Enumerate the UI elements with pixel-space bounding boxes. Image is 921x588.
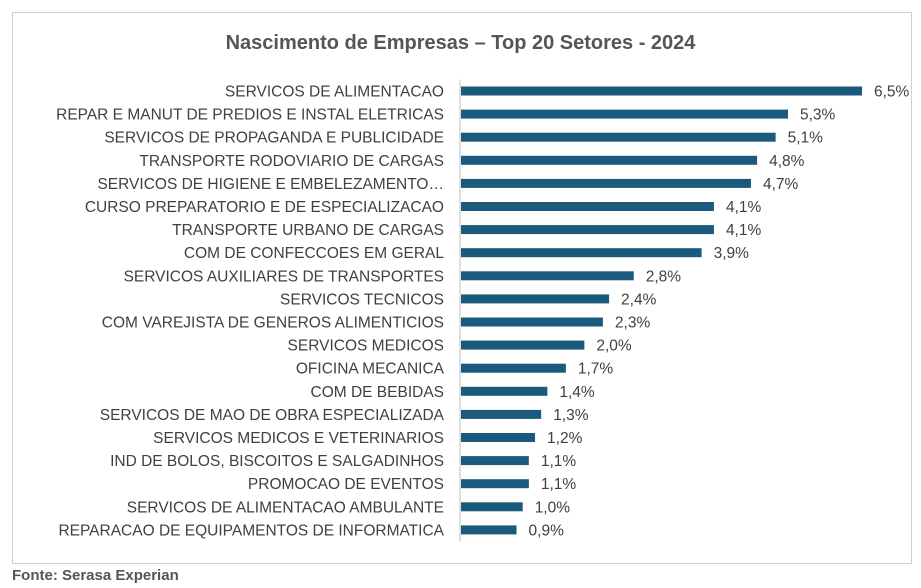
category-label: SERVICOS AUXILIARES DE TRANSPORTES (124, 268, 444, 285)
value-label: 1,3% (553, 407, 589, 424)
value-label: 5,3% (800, 107, 836, 124)
category-label: SERVICOS DE ALIMENTACAO (225, 84, 444, 101)
category-label: SERVICOS DE ALIMENTACAO AMBULANTE (127, 499, 444, 516)
value-label: 1,4% (559, 384, 595, 401)
value-label: 4,7% (763, 176, 799, 193)
source-note: Fonte: Serasa Experian (12, 567, 179, 584)
bar (461, 502, 523, 512)
category-label: SERVICOS TECNICOS (280, 291, 444, 308)
category-label: REPAR E MANUT DE PREDIOS E INSTAL ELETRI… (56, 107, 444, 124)
bar (461, 155, 758, 165)
bar (461, 109, 788, 119)
bar (461, 317, 603, 327)
category-label: COM DE CONFECCOES EM GERAL (184, 245, 444, 262)
bar (461, 202, 714, 211)
bar (461, 294, 610, 304)
value-label: 1,1% (541, 453, 577, 470)
value-label: 2,4% (621, 291, 657, 308)
category-label: SERVICOS DE MAO DE OBRA ESPECIALIZADA (100, 407, 445, 424)
category-label: OFICINA MECANICA (296, 361, 445, 378)
category-label: SERVICOS DE PROPAGANDA E PUBLICIDADE (104, 130, 444, 147)
category-label: PROMOCAO DE EVENTOS (248, 476, 444, 493)
category-label: COM DE BEBIDAS (311, 384, 445, 401)
category-label: IND DE BOLOS, BISCOITOS E SALGADINHOS (110, 453, 444, 470)
value-label: 1,7% (578, 361, 614, 378)
value-label: 0,9% (529, 522, 565, 539)
category-label: SERVICOS MEDICOS E VETERINARIOS (153, 430, 444, 447)
bar (461, 132, 776, 142)
bar (461, 386, 548, 396)
value-label: 4,1% (726, 222, 762, 239)
category-label: SERVICOS MEDICOS (288, 338, 444, 355)
category-label: TRANSPORTE RODOVIARIO DE CARGAS (139, 153, 444, 170)
bar (461, 86, 862, 96)
value-label: 6,5% (874, 84, 910, 101)
chart-title: Nascimento de Empresas – Top 20 Setores … (225, 32, 696, 54)
category-label: SERVICOS DE HIGIENE E EMBELEZAMENTO… (97, 176, 444, 193)
bar (461, 340, 585, 350)
value-label: 5,1% (788, 130, 824, 147)
bar (461, 525, 517, 535)
value-label: 1,1% (541, 476, 577, 493)
value-label: 3,9% (714, 245, 750, 262)
value-label: 2,8% (646, 268, 682, 285)
bar (461, 225, 714, 235)
value-label: 2,3% (615, 315, 651, 332)
bar (461, 409, 542, 419)
chart-frame (12, 12, 912, 564)
bars-group: SERVICOS DE ALIMENTACAO 6,5% REPAR E MANUT… (56, 84, 909, 540)
value-label: 1,0% (535, 499, 571, 516)
value-label: 4,8% (769, 153, 805, 170)
bar (461, 456, 529, 466)
bar (461, 479, 529, 489)
bar (461, 363, 566, 373)
category-label: REPARACAO DE EQUIPAMENTOS DE INFORMATICA (58, 522, 444, 539)
category-label: TRANSPORTE URBANO DE CARGAS (172, 222, 444, 239)
value-label: 1,2% (547, 430, 583, 447)
value-label: 2,0% (596, 338, 632, 355)
value-label: 4,1% (726, 199, 762, 216)
category-label: COM VAREJISTA DE GENEROS ALIMENTICIOS (102, 315, 444, 332)
category-label: CURSO PREPARATORIO E DE ESPECIALIZACAO (85, 199, 444, 216)
bar (461, 271, 634, 281)
bar (461, 433, 536, 442)
bar (461, 178, 751, 188)
bar (461, 248, 702, 258)
